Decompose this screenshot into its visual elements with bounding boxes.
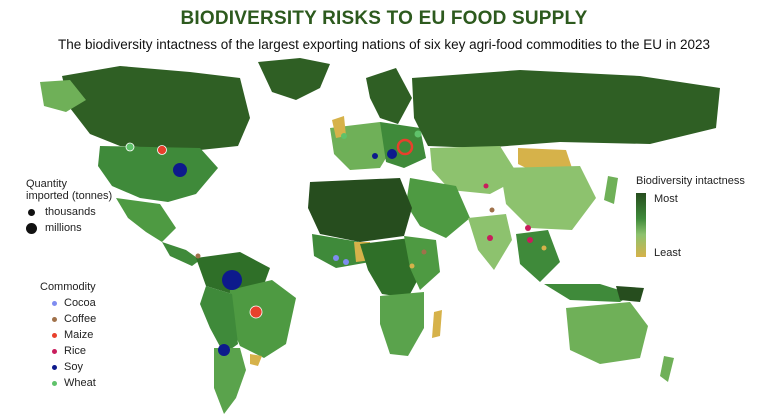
commodity-legend-item: Maize <box>40 327 96 343</box>
region-southeast-asia <box>516 230 560 282</box>
region-brazil <box>228 280 296 358</box>
region-new-zealand <box>660 356 674 382</box>
map-title: BIODIVERSITY RISKS TO EU FOOD SUPPLY <box>180 8 588 29</box>
bubble-cocoa-ghana <box>343 259 349 265</box>
quantity-legend-label: thousands <box>45 206 96 218</box>
commodity-legend-label: Cocoa <box>64 297 96 309</box>
region-usa <box>98 146 218 202</box>
region-png <box>616 286 644 302</box>
region-japan <box>604 176 618 204</box>
bubble-cocoa-ivory-coast <box>333 255 339 261</box>
large-bubble-icon <box>26 222 37 234</box>
commodity-legend-item: Soy <box>40 359 96 375</box>
commodity-legend-label: Soy <box>64 361 83 373</box>
bubble-coffee-india <box>489 207 495 213</box>
rice-dot-icon <box>52 348 57 354</box>
intactness-legend-title: Biodiversity intactness <box>636 175 745 187</box>
intactness-least-label: Least <box>654 247 681 259</box>
bubble-maize-ukraine <box>396 138 414 156</box>
bubble-soy-ukraine <box>387 149 397 159</box>
region-india <box>468 214 512 270</box>
intactness-color-scale <box>636 193 646 257</box>
cocoa-dot-icon <box>52 300 57 306</box>
region-east-africa <box>404 236 440 290</box>
bubble-wheat-canada <box>125 142 135 152</box>
quantity-legend-label: millions <box>45 222 82 234</box>
quantity-legend-title-line1: Quantity <box>26 178 67 190</box>
commodity-legend-label: Rice <box>64 345 87 357</box>
bubble-rice-thailand <box>527 237 533 243</box>
commodity-legend-title: Commodity <box>40 281 96 293</box>
region-uk <box>332 116 346 138</box>
region-alaska <box>40 80 86 112</box>
small-bubble-icon <box>28 208 35 216</box>
region-central-america <box>162 242 200 266</box>
region-southern-africa <box>380 292 424 356</box>
commodity-legend-label: Maize <box>64 329 94 341</box>
region-russia <box>412 70 720 148</box>
quantity-legend-item: thousands <box>26 204 112 220</box>
region-north-africa <box>308 178 412 242</box>
bubble-coffee-ethiopia <box>421 249 427 255</box>
maize-dot-icon <box>52 332 57 338</box>
coffee-dot-icon <box>52 316 57 322</box>
region-central-asia <box>430 146 520 194</box>
map-subtitle: The biodiversity intactness of the large… <box>57 37 711 52</box>
bubble-rice-myanmar <box>525 225 531 231</box>
region-greenland <box>258 58 330 100</box>
region-scandinavia <box>366 68 412 124</box>
bubble-maize-canada <box>157 145 167 155</box>
bubble-soy-usa <box>173 163 187 177</box>
quantity-legend: Quantity imported (tonnes) thousands mil… <box>26 178 112 236</box>
region-canada <box>62 66 250 150</box>
bubble-rice-india <box>487 235 493 241</box>
quantity-legend-title-line2: imported (tonnes) <box>26 190 113 202</box>
region-argentina-chile <box>214 348 246 414</box>
region-uruguay <box>250 354 262 366</box>
region-china <box>500 166 596 230</box>
bubble-maize-brazil <box>249 305 263 319</box>
region-indonesia <box>544 284 632 302</box>
region-peru-bolivia <box>200 286 238 354</box>
region-australia <box>566 302 648 364</box>
commodity-legend: Commodity Cocoa Coffee Maize Rice Soy Wh… <box>40 281 96 391</box>
commodity-legend-item: Wheat <box>40 375 96 391</box>
commodity-legend-item: Coffee <box>40 311 96 327</box>
commodity-legend-label: Coffee <box>64 313 97 325</box>
commodity-legend-item: Rice <box>40 343 96 359</box>
world-map <box>40 58 720 414</box>
bubble-coffee-vietnam <box>541 245 547 251</box>
quantity-legend-item: millions <box>26 220 112 236</box>
bubble-rice-pakistan <box>483 183 489 189</box>
region-madagascar <box>432 310 442 338</box>
bubble-soy-brazil <box>222 270 242 290</box>
bubble-coffee-uganda <box>409 263 415 269</box>
commodity-legend-label: Wheat <box>64 377 96 389</box>
bubble-soy-europe <box>372 153 378 159</box>
bubble-wheat-ukraine <box>414 130 422 138</box>
region-mexico <box>116 198 176 242</box>
bubble-wheat-uk <box>341 133 347 139</box>
bubble-coffee-colombia <box>195 253 201 259</box>
bubble-soy-argentina <box>218 344 230 356</box>
commodity-legend-item: Cocoa <box>40 295 96 311</box>
region-middle-east <box>406 178 470 238</box>
soy-dot-icon <box>52 364 57 370</box>
wheat-dot-icon <box>52 380 57 386</box>
intactness-most-label: Most <box>654 193 678 205</box>
region-eastern-europe <box>380 122 426 168</box>
